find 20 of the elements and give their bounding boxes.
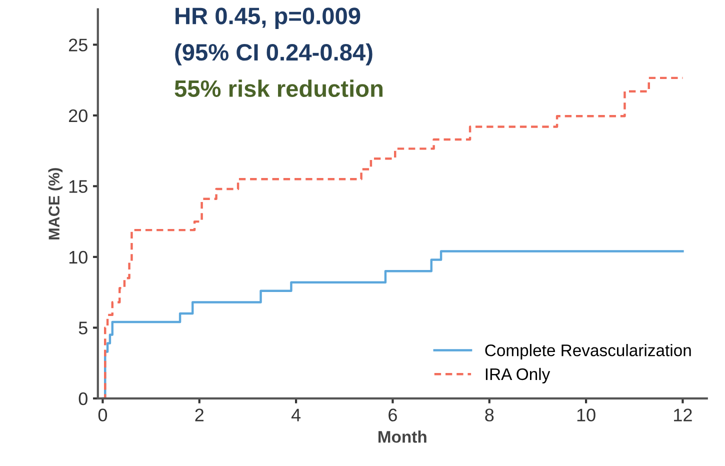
x-tick-label: 2 xyxy=(195,408,204,422)
legend-label: IRA Only xyxy=(486,368,550,384)
y-tick-label: 10 xyxy=(69,250,88,264)
x-tick-label: 8 xyxy=(485,408,494,422)
x-tick-label: 0 xyxy=(98,408,108,422)
annotation: HR 0.45, p=0.009 xyxy=(176,8,360,29)
y-tick-label: 5 xyxy=(78,322,88,334)
y-tick-label: 15 xyxy=(69,180,88,193)
y-tick-label: 25 xyxy=(68,38,88,52)
x-tick-label: 12 xyxy=(674,408,692,422)
y-tick-label: 0 xyxy=(78,392,88,406)
legend-label: Complete Revascularization xyxy=(485,344,691,360)
x-tick-label: 6 xyxy=(388,408,397,422)
y-axis-title: MACE (%) xyxy=(48,168,63,240)
x-tick-label: 10 xyxy=(577,408,596,422)
y-tick-label: 20 xyxy=(68,109,88,122)
x-axis-title: Month xyxy=(378,430,426,443)
annotation: 55% risk reduction xyxy=(174,80,382,98)
x-tick-label: 4 xyxy=(291,408,301,422)
annotation: (95% CI 0.24-0.84) xyxy=(175,43,372,66)
